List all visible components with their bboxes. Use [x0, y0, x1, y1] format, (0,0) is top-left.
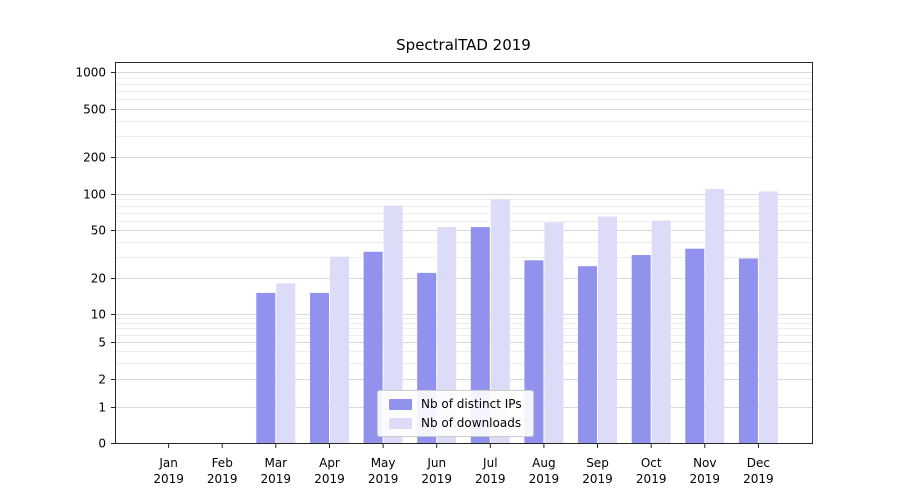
bar-distinct-ips: [578, 266, 597, 443]
x-tick-label-year: 2019: [690, 472, 721, 486]
bar-downloads: [330, 256, 349, 443]
x-tick-label-month: Sep: [586, 456, 609, 470]
x-tick-label-month: Dec: [747, 456, 770, 470]
x-tick-label-year: 2019: [207, 472, 238, 486]
bar-distinct-ips: [310, 292, 329, 443]
y-tick-label: 10: [91, 308, 106, 322]
legend: Nb of distinct IPs Nb of downloads: [377, 390, 534, 437]
bar-downloads: [276, 283, 296, 443]
chart-title: SpectralTAD 2019: [396, 36, 531, 54]
x-tick-label-month: Oct: [641, 456, 662, 470]
bar-downloads: [758, 191, 778, 443]
bar-downloads: [651, 220, 671, 443]
y-tick-label: 1: [98, 401, 106, 415]
x-tick-label-year: 2019: [582, 472, 613, 486]
x-tick-label-month: Jun: [426, 456, 446, 470]
y-tick-label: 5: [98, 336, 106, 350]
x-tick-label-year: 2019: [153, 472, 184, 486]
x-tick-label-month: Jul: [482, 456, 497, 470]
x-tick-label-year: 2019: [314, 472, 345, 486]
y-tick-label: 500: [83, 103, 106, 117]
x-tick-label-month: Nov: [693, 456, 716, 470]
y-tick-label: 200: [83, 151, 106, 165]
legend-swatch-downloads: [389, 417, 412, 429]
x-tick-label-year: 2019: [636, 472, 667, 486]
y-tick-label: 100: [83, 188, 106, 202]
y-tick-label: 2: [98, 373, 106, 387]
bar-downloads: [705, 189, 725, 443]
bar-distinct-ips: [738, 258, 758, 443]
x-tick-label-month: Feb: [212, 456, 233, 470]
bar-downloads: [598, 216, 617, 443]
x-tick-label-month: Mar: [264, 456, 287, 470]
y-tick-label: 1000: [75, 66, 106, 80]
bar-distinct-ips: [685, 248, 705, 443]
y-tick-label: 50: [91, 224, 106, 238]
legend-label-distinct-ips: Nb of distinct IPs: [421, 397, 522, 411]
legend-label-downloads: Nb of downloads: [421, 416, 522, 430]
plot-frame: [115, 62, 813, 444]
x-tick-label-year: 2019: [421, 472, 452, 486]
y-tick-label: 20: [91, 272, 106, 286]
x-tick-label-month: Apr: [319, 456, 340, 470]
bar-downloads: [383, 205, 403, 443]
y-tick-label: 0: [98, 437, 106, 451]
bar-downloads: [544, 222, 564, 443]
x-tick-label-year: 2019: [368, 472, 399, 486]
bar-distinct-ips: [256, 292, 276, 443]
x-tick-label-year: 2019: [743, 472, 774, 486]
x-tick-label-month: May: [371, 456, 396, 470]
bar-distinct-ips: [470, 227, 490, 443]
x-tick-label-month: Aug: [532, 456, 555, 470]
legend-swatch-distinct-ips: [389, 398, 412, 410]
legend-item-downloads: Nb of downloads: [389, 416, 522, 430]
x-tick-label-year: 2019: [475, 472, 506, 486]
x-tick-label-year: 2019: [529, 472, 560, 486]
bar-downloads: [490, 199, 510, 443]
x-tick-label-year: 2019: [261, 472, 292, 486]
legend-item-distinct-ips: Nb of distinct IPs: [389, 397, 522, 411]
x-tick-label-month: Jan: [158, 456, 178, 470]
bar-downloads: [437, 227, 457, 443]
bar-distinct-ips: [631, 255, 651, 443]
